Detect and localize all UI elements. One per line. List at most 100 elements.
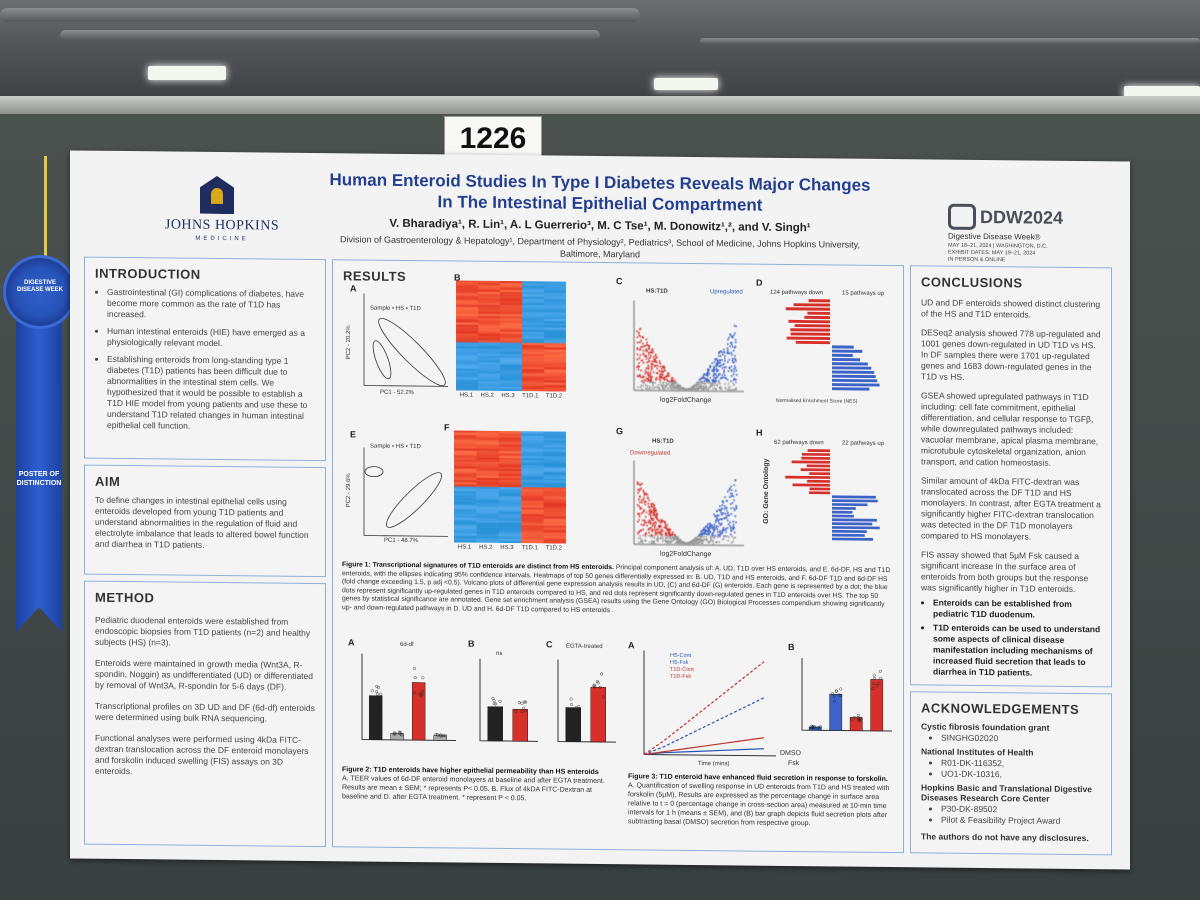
legend-item: T1D-Fsk xyxy=(670,673,692,680)
figure1-caption: Figure 1: Transcriptional signatures of … xyxy=(342,561,894,618)
board-rail xyxy=(0,96,1200,114)
heatmap-column-label: HS.2 xyxy=(479,544,493,551)
volcano-plot-c xyxy=(626,298,746,396)
ddw-mode: IN PERSON & ONLINE xyxy=(948,256,1006,264)
ddw-dates: MAY 18–21, 2024 | WASHINGTON, D.C. EXHIB… xyxy=(948,243,1098,266)
fig2b-bar-chart xyxy=(479,658,538,742)
panel-label-c: C xyxy=(616,276,623,287)
gsea-bar xyxy=(832,522,873,526)
jhu-logo-sub: MEDICINE xyxy=(195,235,249,243)
data-point xyxy=(813,725,817,729)
data-point xyxy=(839,687,843,691)
gsea-bar xyxy=(832,362,868,366)
pca-plot-a xyxy=(363,293,448,387)
data-point xyxy=(566,713,570,717)
gsea-bars-h xyxy=(785,449,880,541)
conclusions-list: Enteroids can be established from pediat… xyxy=(917,597,1103,679)
jhu-logo-name: JOHNS HOPKINS xyxy=(164,217,280,234)
ribbon-tail xyxy=(16,322,62,632)
data-point xyxy=(419,694,423,698)
gsea-bar xyxy=(790,328,830,332)
data-point xyxy=(435,733,439,737)
gsea-go-label: GO: Gene Ontology xyxy=(763,458,771,524)
data-point xyxy=(832,694,836,698)
data-point xyxy=(498,699,502,703)
pca-legend: Sample • HS • T1D xyxy=(370,305,421,313)
heatmap-column-label: T1D.1 xyxy=(521,545,538,552)
fig2a-title: 6d-df xyxy=(400,641,414,649)
bar xyxy=(849,717,863,732)
introduction-heading: INTRODUCTION xyxy=(95,265,201,282)
ribbon-rosette xyxy=(6,258,74,326)
heatmap-f xyxy=(454,430,566,544)
data-point xyxy=(375,690,379,694)
panel-label-h: H xyxy=(756,427,763,438)
data-point xyxy=(877,681,881,685)
data-point xyxy=(810,724,814,728)
pca-y-label: PC2 - 20.2% xyxy=(346,325,353,360)
ceiling-pipe xyxy=(60,30,600,40)
poster-affiliation: Division of Gastroenterology & Hepatolog… xyxy=(339,234,861,260)
data-point xyxy=(871,686,875,690)
panel-label-g: G xyxy=(616,426,624,437)
gsea-bar xyxy=(832,387,870,391)
bar xyxy=(433,735,447,741)
gsea-bar xyxy=(832,370,875,374)
fig2c-title: EGTA-treated xyxy=(566,643,603,651)
johns-hopkins-shield-icon xyxy=(200,176,234,214)
pca-y-label-e: PC2 - 29.6% xyxy=(346,473,353,508)
data-point xyxy=(443,734,447,738)
data-point xyxy=(514,709,518,713)
gsea-bar xyxy=(832,503,868,507)
figure2-caption: Figure 2: T1D enteroids have higher epit… xyxy=(342,765,618,804)
data-point xyxy=(392,731,396,735)
fig3b-bar-chart xyxy=(801,658,892,732)
ack-group-list: SINGHG02020 xyxy=(925,732,1103,745)
data-point xyxy=(520,701,524,705)
conclusions-paragraph: GSEA showed upregulated pathways in T1D … xyxy=(921,390,1099,468)
gsea-bar xyxy=(832,510,853,514)
data-point xyxy=(520,710,524,714)
data-point xyxy=(856,713,860,717)
ddw-logo-sub: Digestive Disease Week® xyxy=(948,231,1041,242)
method-paragraph: Pediatric duodenal enteroids were establ… xyxy=(95,614,311,648)
heatmap-column-label: HS.1 xyxy=(459,392,474,399)
data-point xyxy=(522,706,526,710)
list-item: Human intestinal enteroids (HIE) have em… xyxy=(107,326,317,350)
data-point xyxy=(832,699,836,703)
data-point xyxy=(524,700,528,704)
bar xyxy=(870,679,884,732)
award-ribbon: DIGESTIVE DISEASE WEEK POSTER OF DISTINC… xyxy=(0,150,90,632)
data-point xyxy=(412,667,416,671)
conclusions-box: CONCLUSIONS UD and DF enteroids showed d… xyxy=(910,265,1112,688)
data-point xyxy=(873,676,877,680)
gsea-h-up: 22 pathways up xyxy=(842,440,885,447)
ack-group-title: National Institutes of Health xyxy=(921,746,1034,758)
data-point xyxy=(418,692,422,696)
data-point xyxy=(852,715,856,719)
pca-ellipse xyxy=(372,340,392,380)
data-point xyxy=(434,733,438,737)
method-paragraph: Transcriptional profiles on 3D UD and DF… xyxy=(95,700,315,724)
gsea-bar xyxy=(795,340,831,345)
volcano-c-up: Upregulated xyxy=(710,289,743,296)
volcano-g-down: Downregulated xyxy=(630,450,671,457)
gsea-bar xyxy=(832,514,854,518)
fig2-label-b: B xyxy=(468,638,475,649)
gsea-bar xyxy=(808,299,830,303)
list-item: Establishing enteroids from long-standin… xyxy=(107,354,317,433)
data-point xyxy=(577,705,581,709)
ack-group-title: Hopkins Basic and Translational Digestiv… xyxy=(921,782,1092,804)
data-point xyxy=(392,732,396,736)
fig2-label-c: C xyxy=(546,639,553,650)
data-point xyxy=(373,696,377,700)
figure1-caption-text: Principal component analysis of: A. UD, … xyxy=(342,564,891,614)
figure2-caption-text: A. TEER values of 6d-DF enteroid monolay… xyxy=(342,775,605,803)
volcano-g-title: HS:T1D xyxy=(652,438,674,445)
heatmap-b-columns: HS.1 HS.2 HS.3 T1D.1 T1D.2 xyxy=(456,392,566,400)
gsea-bar xyxy=(807,311,830,315)
pca-legend-e: Sample • HS • T1D xyxy=(370,443,421,451)
ack-group-list: R01-DK-116352, UO1-DK-10316, xyxy=(925,757,1103,781)
panel-label-e: E xyxy=(350,429,357,440)
figure2-caption-title: Figure 2: T1D enteroids have higher epit… xyxy=(342,766,599,776)
